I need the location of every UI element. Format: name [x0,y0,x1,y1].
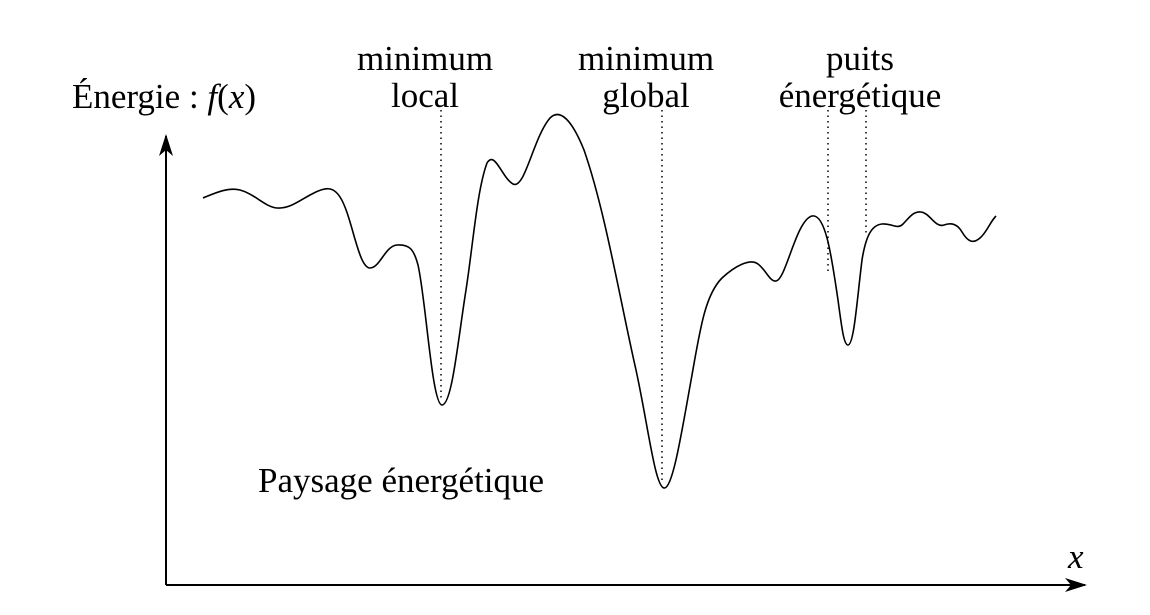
x-axis-label: x [1068,537,1084,576]
energy-well-label-line2: énergétique [778,76,942,115]
global-min-label-line1: minimum [577,39,715,78]
energy-curve [202,113,997,489]
y-axis-label-open: ( [217,77,229,116]
global-min-label-line2: global [602,76,690,115]
y-axis-label-func: f [207,77,218,116]
local-min-label-line2: local [390,76,460,115]
energy-well-label: puits énergétique [760,40,960,114]
energy-well-label-line1: puits [825,39,895,78]
landscape-caption: Paysage énergétique [258,461,545,500]
local-min-label: minimum local [345,40,505,114]
local-min-label-line1: minimum [356,39,494,78]
y-axis-label-close: ) [244,77,257,116]
y-axis-label-var: x [228,77,245,116]
y-axis-label: Énergie : f(x) [72,78,256,115]
y-axis-label-text: Énergie : [72,77,199,116]
global-min-label: minimum global [566,40,726,114]
